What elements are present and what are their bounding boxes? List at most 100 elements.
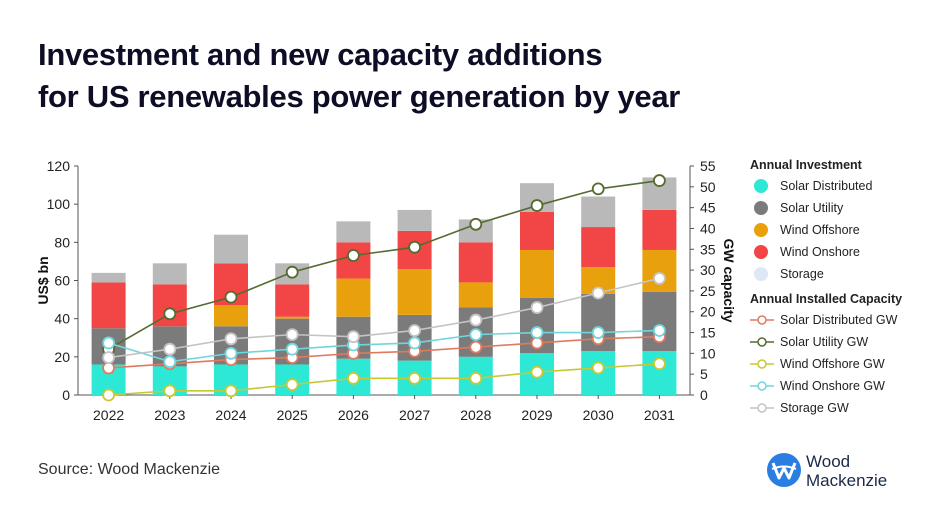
- logo-line-1: Wood: [806, 452, 851, 471]
- x-tick-label: 2025: [277, 407, 308, 423]
- bar-wind-offshore-2029: [520, 249, 554, 298]
- x-tick-label: 2026: [338, 407, 369, 423]
- bar-wind-offshore-2024: [214, 305, 248, 327]
- point-wind-onshore-gw-2029: [530, 326, 544, 339]
- x-tick-label: 2029: [521, 407, 552, 423]
- x-tick-label: 2023: [154, 407, 185, 423]
- point-wind-onshore-gw-2023: [163, 355, 177, 369]
- legend-label: Storage: [780, 267, 824, 281]
- y-tick-label-right: 0: [700, 387, 708, 403]
- y-tick-label-left: 80: [54, 234, 70, 250]
- bar-wind-onshore-2030: [581, 227, 616, 268]
- legend-line-key-icon: [750, 359, 774, 369]
- y-axis-title-right: GW capacity: [721, 238, 737, 322]
- point-storage-gw-2024: [224, 332, 238, 346]
- legend-line-key-icon: [750, 403, 774, 413]
- point-solar-distributed-gw-2022: [102, 361, 115, 375]
- point-storage-gw-2028: [469, 313, 483, 327]
- y-tick-label-left: 0: [62, 387, 70, 403]
- logo-mark-icon: [767, 453, 801, 487]
- legend-label: Wind Offshore GW: [780, 357, 885, 371]
- legend-item-wind-onshore: Wind Onshore: [750, 241, 935, 263]
- bar-wind-onshore-2028: [458, 242, 493, 283]
- legend-swatch: [754, 223, 768, 237]
- legend-line-key-marker: [757, 337, 767, 347]
- point-solar-utility-gw-2030: [591, 182, 605, 196]
- bar-storage-2026: [336, 221, 371, 243]
- bar-storage-2030: [581, 196, 616, 228]
- point-solar-utility-gw-2023: [163, 307, 177, 321]
- y-tick-label-right: 5: [700, 366, 708, 382]
- legend-swatch: [754, 267, 768, 281]
- title-line-2: for US renewables power generation by ye…: [38, 79, 681, 114]
- line-storage-gw: [108, 277, 660, 359]
- line-wind-offshore-gw: [108, 362, 660, 396]
- point-wind-onshore-gw-2022: [102, 336, 115, 350]
- bar-storage-2023: [152, 263, 187, 285]
- legend-label: Solar Utility GW: [780, 335, 869, 349]
- y-tick-label-left: 60: [54, 273, 70, 289]
- legend-label: Solar Distributed GW: [780, 313, 898, 327]
- bar-wind-offshore-2025: [275, 316, 310, 319]
- point-wind-offshore-gw-2030: [591, 361, 605, 375]
- x-tick-label: 2031: [644, 407, 675, 423]
- bar-wind-offshore-2026: [336, 278, 371, 317]
- bar-storage-2027: [397, 209, 432, 231]
- bar-storage-2028: [458, 219, 493, 243]
- point-solar-utility-gw-2029: [530, 199, 544, 212]
- point-storage-gw-2022: [102, 351, 115, 364]
- point-wind-offshore-gw-2022: [102, 388, 115, 402]
- legend-line-key-marker: [757, 315, 767, 325]
- bar-wind-offshore-2027: [397, 269, 432, 315]
- point-wind-onshore-gw-2027: [408, 336, 422, 350]
- legend-line-key-icon: [750, 337, 774, 347]
- legend-label: Storage GW: [780, 401, 849, 415]
- bar-storage-2024: [214, 234, 248, 264]
- y-tick-label-left: 120: [47, 158, 71, 174]
- bar-wind-offshore-2031: [642, 249, 677, 292]
- point-solar-utility-gw-2028: [469, 217, 483, 231]
- y-tick-label-right: 50: [700, 179, 716, 195]
- legend-item-wind-offshore-gw: Wind Offshore GW: [750, 353, 935, 375]
- legend-swatch: [754, 245, 768, 259]
- bar-wind-onshore-2029: [520, 211, 554, 250]
- legend-item-solar-distributed-gw: Solar Distributed GW: [750, 309, 935, 331]
- point-solar-utility-gw-2027: [408, 240, 422, 254]
- bar-wind-offshore-2028: [458, 282, 493, 308]
- legend: Annual Investment Solar Distributed Solar…: [750, 155, 935, 419]
- y-tick-label-left: 20: [54, 349, 70, 365]
- point-wind-offshore-gw-2031: [653, 357, 666, 371]
- wood-mackenzie-logo: Wood Mackenzie: [766, 452, 916, 492]
- x-tick-label: 2027: [399, 407, 430, 423]
- point-wind-offshore-gw-2024: [224, 384, 238, 398]
- legend-item-solar-distributed: Solar Distributed: [750, 175, 935, 197]
- bar-storage-2022: [91, 272, 126, 283]
- legend-item-wind-offshore: Wind Offshore: [750, 219, 935, 241]
- x-tick-label: 2030: [583, 407, 614, 423]
- x-tick-label: 2022: [93, 407, 124, 423]
- legend-item-storage-gw: Storage GW: [750, 397, 935, 419]
- legend-label: Solar Utility: [780, 201, 844, 215]
- point-solar-utility-gw-2025: [285, 265, 299, 279]
- point-storage-gw-2029: [530, 301, 544, 314]
- logo-text: Wood Mackenzie: [806, 452, 887, 490]
- legend-line-key-icon: [750, 381, 774, 391]
- legend-label: Wind Onshore: [780, 245, 860, 259]
- line-wind-onshore-gw: [108, 329, 660, 363]
- point-storage-gw-2026: [346, 330, 360, 344]
- point-solar-distributed-gw-2029: [530, 336, 544, 350]
- line-solar-utility-gw: [108, 179, 660, 350]
- point-storage-gw-2031: [653, 272, 666, 285]
- legend-swatch: [754, 179, 768, 193]
- legend-item-storage: Storage: [750, 263, 935, 285]
- point-wind-onshore-gw-2025: [285, 342, 299, 356]
- point-solar-utility-gw-2031: [653, 174, 666, 187]
- line-solar-distributed-gw: [108, 335, 660, 369]
- legend-capacity-items: Solar Distributed GW Solar Utility GW Wind…: [750, 309, 935, 419]
- point-solar-utility-gw-2024: [224, 290, 238, 304]
- bar-wind-onshore-2031: [642, 209, 677, 250]
- point-storage-gw-2023: [163, 342, 177, 356]
- bar-wind-onshore-2025: [275, 284, 310, 317]
- legend-line-key-icon: [750, 315, 774, 325]
